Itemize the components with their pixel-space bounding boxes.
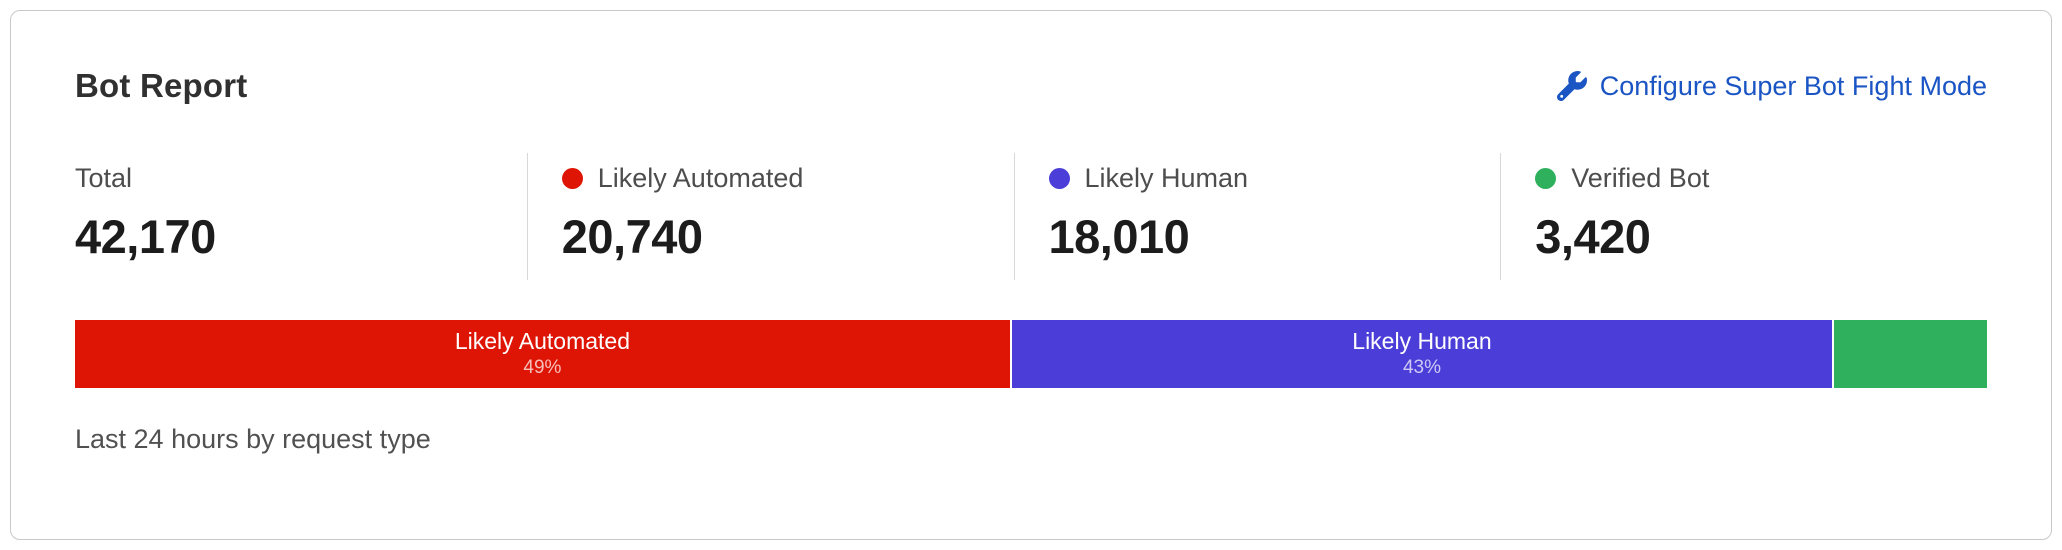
configure-super-bot-fight-mode-link[interactable]: Configure Super Bot Fight Mode [1556,70,1987,102]
stat-verified-bot-label: Verified Bot [1571,163,1710,193]
chart-caption: Last 24 hours by request type [75,424,431,454]
bar-segment-label: Likely Human [1352,327,1492,354]
stat-total-value: 42,170 [75,210,216,263]
stats-row: Total 42,170 Likely Automated 20,740 Lik… [75,153,1987,280]
stat-likely-human: Likely Human 18,010 [1013,153,1501,280]
page-title: Bot Report [75,67,248,104]
stat-verified-bot: Verified Bot 3,420 [1500,153,1987,280]
wrench-icon [1556,71,1587,101]
stacked-bar-chart: Likely Automated 49% Likely Human 43% [75,320,1987,388]
likely-human-dot-icon [1048,168,1070,189]
stat-likely-human-label: Likely Human [1084,163,1249,193]
bar-segment-likely-automated[interactable]: Likely Automated 49% [75,320,1012,388]
stat-likely-automated: Likely Automated 20,740 [526,153,1014,280]
bar-segment-label: Likely Automated [454,327,631,354]
bar-segment-percent: 49% [523,357,562,379]
config-link-label: Configure Super Bot Fight Mode [1599,70,1987,101]
bar-segment-percent: 43% [1402,357,1441,379]
bar-segment-verified-bot[interactable] [1834,320,1987,388]
stat-total: Total 42,170 [75,153,527,280]
stat-likely-automated-value: 20,740 [561,210,703,263]
stat-verified-bot-value: 3,420 [1535,210,1651,263]
bar-segment-likely-human[interactable]: Likely Human 43% [1011,320,1835,388]
stat-total-label: Total [75,163,133,193]
stat-likely-human-value: 18,010 [1048,210,1190,263]
likely-automated-dot-icon [561,168,583,189]
verified-bot-dot-icon [1535,168,1557,189]
bot-report-card: Bot Report Configure Super Bot Fight Mod… [10,10,2052,540]
stat-likely-automated-label: Likely Automated [597,163,804,193]
card-header: Bot Report Configure Super Bot Fight Mod… [75,67,1987,105]
